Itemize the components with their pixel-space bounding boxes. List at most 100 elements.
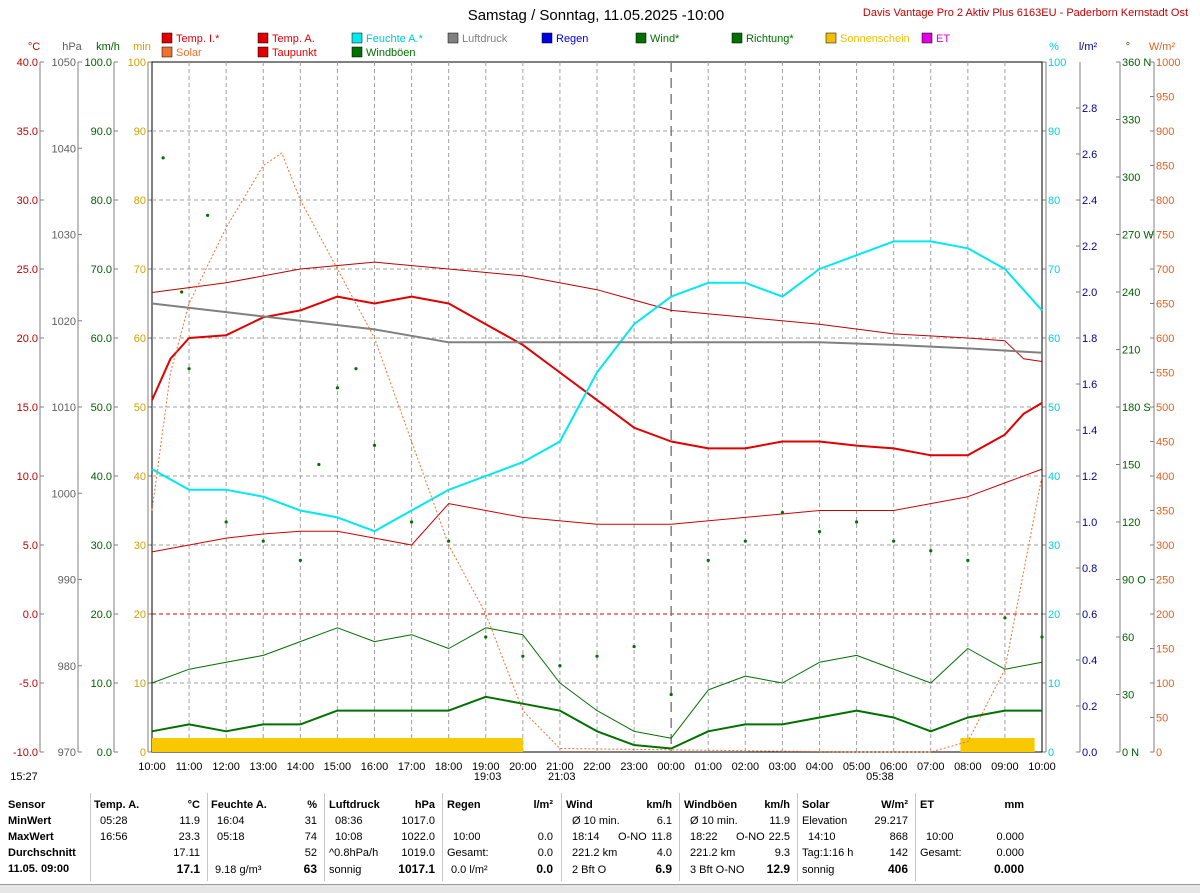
richtung-point (854, 520, 859, 524)
rain-unit-label: l/m² (1079, 41, 1098, 53)
rain-tick-label: 2.4 (1082, 195, 1097, 207)
humidity-unit-label: % (1049, 41, 1059, 53)
rain-column: Regen l/m² 10:00 0.0 Gesamt: 0.0 0.0 l/m… (447, 793, 557, 883)
temp-tick-label: 5.0 (23, 540, 38, 552)
solar-elevation-label: Elevation (802, 815, 848, 827)
direction-tick-label: 180 S (1122, 402, 1151, 414)
solar-tick-label: 300 (1156, 540, 1174, 552)
taupunkt-line (151, 468, 1043, 553)
time-axis: 10:00 11:00 12:00 13:00 14:00 15:00 16:00 17:00… (10, 761, 1056, 783)
speed-tick-label: 70.0 (91, 264, 112, 276)
time-tick-label: 10:00 (138, 761, 166, 773)
pressure-tick-label: 970 (58, 747, 76, 759)
solar-tick-label: 700 (1156, 264, 1174, 276)
solar-tick-label: 100 (1156, 678, 1174, 690)
press-state: sonnig (329, 864, 362, 876)
humidity-tick-label: 70 (1048, 264, 1060, 276)
gust-current-value: 12.9 (766, 862, 790, 876)
time-tick-label: 18:00 (435, 761, 463, 773)
temp-max-time: 16:56 (100, 831, 128, 843)
wind-line (151, 695, 1042, 750)
rain-tick-label: 1.6 (1082, 379, 1097, 391)
time-tick-label: 07:00 (917, 761, 945, 773)
axis-labels: 40.0 35.0 30.0 25.0 20.0 15.0 10.0 5.0 0.0 -5.0 -1… (13, 41, 1181, 759)
humidity-tick-label: 10 (1048, 678, 1060, 690)
wind-max-direction: O-NO (618, 831, 647, 843)
rain-tick-label: 0.6 (1082, 609, 1097, 621)
time-tick-label: 17:00 (398, 761, 426, 773)
solar-tick-label: 550 (1156, 368, 1174, 380)
solar-tick-label: 1000 (1156, 57, 1180, 69)
pressure-tick-label: 1010 (52, 402, 76, 414)
time-tick-label: 03:00 (769, 761, 797, 773)
solar-state: sonnig (802, 864, 835, 876)
legend-swatch (825, 32, 837, 44)
time-tick-label: 12:00 (212, 761, 240, 773)
solar-max-value: 868 (889, 831, 908, 843)
gust-bft: 3 Bft O-NO (690, 864, 745, 876)
direction-unit-label: ° (1126, 41, 1130, 53)
legend-swatch (731, 32, 743, 44)
station-name: Davis Vantage Pro 2 Aktiv Plus 6163EU - … (863, 7, 1188, 19)
direction-tick-label: 330 (1122, 115, 1140, 127)
legend-swatch (921, 32, 933, 44)
time-tick-label: 19:00 (472, 761, 500, 773)
temp-i-line (151, 261, 1043, 362)
minutes-tick-label: 20 (134, 609, 146, 621)
richtung-point (669, 692, 673, 697)
humidity-header: Feuchte A. (211, 799, 267, 811)
rain-max-value: 0.0 (537, 831, 553, 843)
gust-distance-value: 9.3 (774, 847, 790, 859)
legend-label: Taupunkt (272, 47, 317, 59)
richtung-point (706, 558, 710, 562)
humidity-column: Feuchte A. % 16:04 31 05:18 74 52 9.18 g… (211, 793, 323, 883)
minutes-tick-label: 0 (140, 747, 146, 759)
legend-swatch (257, 32, 269, 44)
speed-tick-label: 100.0 (84, 57, 112, 69)
temp-current-value: 17.1 (176, 862, 200, 876)
sun-mark-label: 19:03 (474, 771, 502, 783)
pressure-unit-label: hPa (62, 41, 82, 53)
gust-distance: 221.2 km (690, 847, 736, 859)
sun-mark-label: 05:38 (866, 771, 894, 783)
direction-tick-label: 90 O (1122, 575, 1146, 587)
time-tick-label: 10:00 (1028, 761, 1056, 773)
temp-min-value: 11.9 (179, 815, 200, 827)
press-trend: ^0.8hPa/h (329, 847, 379, 859)
solar-unit-label: W/m² (1149, 41, 1176, 53)
temp-tick-label: -5.0 (19, 678, 38, 690)
direction-tick-label: 60 (1122, 632, 1134, 644)
solar-tick-label: 250 (1156, 575, 1174, 587)
wind-bft: 2 Bft O (572, 864, 607, 876)
pressure-tick-label: 1030 (52, 230, 76, 242)
et-total-value: 0.000 (996, 847, 1024, 859)
rain-unit: l/m² (533, 799, 553, 811)
solar-current-value: 406 (887, 862, 908, 876)
solar-tick-label: 200 (1156, 609, 1174, 621)
sunshine-block (960, 738, 1035, 752)
minutes-tick-label: 80 (134, 195, 146, 207)
row-current-label: 11.05. 09:00 (8, 863, 70, 875)
row-min-label: MinWert (8, 815, 52, 827)
hum-avg-value: 52 (304, 847, 317, 859)
wind-header: Wind (566, 799, 593, 811)
richtung-point (892, 539, 896, 543)
wind-distance: 221.2 km (572, 847, 618, 859)
time-tick-label: 06:00 (880, 761, 908, 773)
legend-swatch (635, 32, 647, 44)
humidity-unit: % (307, 799, 317, 811)
row-max-label: MaxWert (8, 831, 54, 843)
humidity-tick-label: 30 (1048, 540, 1060, 552)
hum-current-value: 63 (303, 862, 317, 876)
minutes-tick-label: 30 (134, 540, 146, 552)
sun-mark-label: 21:03 (548, 771, 576, 783)
richtung-point (409, 520, 414, 524)
time-tick-label: 14:00 (287, 761, 315, 773)
sensor-column: Sensor MinWert MaxWert Durchschnitt 11.0… (8, 793, 90, 883)
richtung-point (817, 529, 822, 534)
humidity-tick-label: 60 (1048, 333, 1060, 345)
et-unit: mm (1004, 799, 1024, 811)
speed-unit-label: km/h (96, 41, 120, 53)
richtung-point (929, 549, 933, 553)
richtung-point (372, 443, 377, 447)
